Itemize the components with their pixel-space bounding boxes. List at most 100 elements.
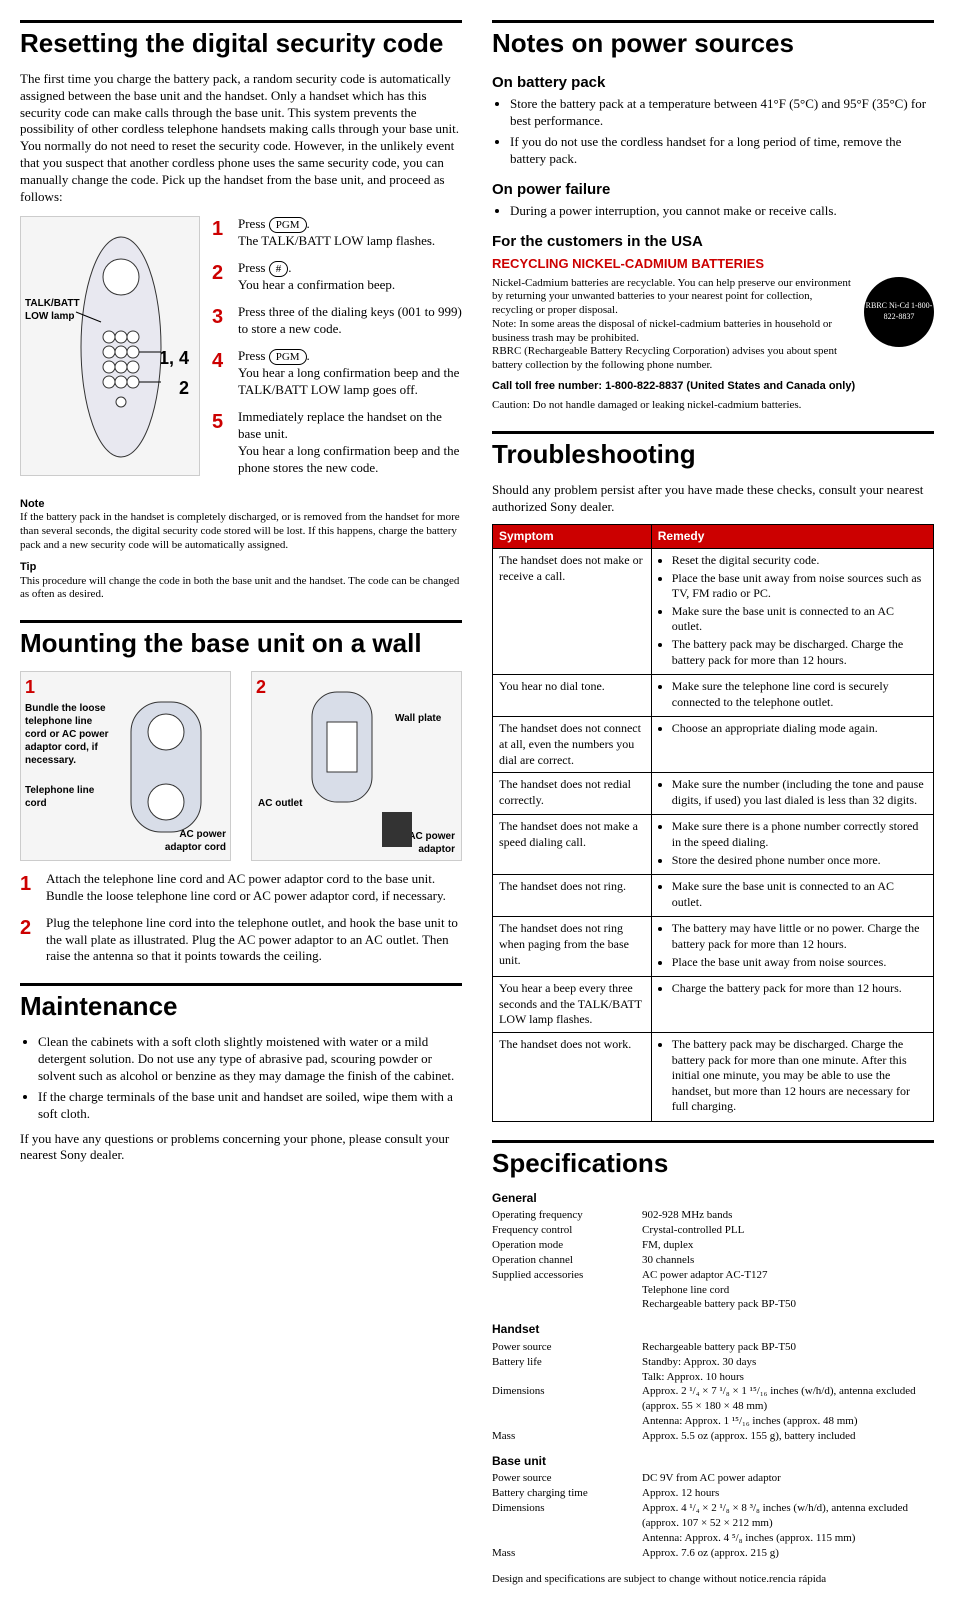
spec-value: Standby: Approx. 30 days <box>642 1355 934 1370</box>
list-item: During a power interruption, you cannot … <box>510 203 934 220</box>
remedy-cell: Make sure the base unit is connected to … <box>651 875 933 917</box>
spec-label: Supplied accessories <box>492 1268 642 1283</box>
list-item: Clean the cabinets with a soft cloth sli… <box>38 1034 462 1085</box>
spec-label: Dimensions <box>492 1384 642 1399</box>
spec-row: Talk: Approx. 10 hours <box>492 1370 934 1385</box>
step-num: 2 <box>212 260 230 294</box>
remedy-cell: Choose an appropriate dialing mode again… <box>651 717 933 773</box>
spec-base: Power sourceDC 9V from AC power adaptorB… <box>492 1471 934 1560</box>
spec-label: Dimensions <box>492 1501 642 1516</box>
left-column: Resetting the digital security code The … <box>20 20 462 1595</box>
spec-label: Operating frequency <box>492 1208 642 1223</box>
remedy-item: Make sure the base unit is connected to … <box>672 604 927 635</box>
remedy-item: Charge the battery pack for more than 12… <box>672 981 927 997</box>
spec-row: Battery charging timeApprox. 12 hours <box>492 1486 934 1501</box>
step-item: 5Immediately replace the handset on the … <box>212 409 462 477</box>
spec-row: Supplied accessoriesAC power adaptor AC-… <box>492 1268 934 1283</box>
heading-spec: Specifications <box>492 1140 934 1181</box>
step-text: Press PGM.The TALK/BATT LOW lamp flashes… <box>238 216 462 250</box>
maint-para: If you have any questions or problems co… <box>20 1131 462 1165</box>
symptom-cell: The handset does not work. <box>493 1032 652 1121</box>
spec-handset-head: Handset <box>492 1322 934 1338</box>
remedy-cell: Reset the digital security code.Place th… <box>651 549 933 675</box>
symptom-cell: The handset does not redial correctly. <box>493 773 652 815</box>
heading-mount: Mounting the base unit on a wall <box>20 620 462 661</box>
spec-row: Operation channel30 channels <box>492 1253 934 1268</box>
tip-body: This procedure will change the code in b… <box>20 575 462 603</box>
spec-handset: Power sourceRechargeable battery pack BP… <box>492 1340 934 1444</box>
spec-value: Telephone line cord <box>642 1283 934 1298</box>
spec-label: Mass <box>492 1429 642 1444</box>
spec-label: Battery life <box>492 1355 642 1370</box>
recycle-caution: Caution: Do not handle damaged or leakin… <box>492 399 934 413</box>
spec-row: Telephone line cord <box>492 1283 934 1298</box>
spec-label: Operation mode <box>492 1238 642 1253</box>
right-column: Notes on power sources On battery pack S… <box>492 20 934 1595</box>
table-row: You hear a beep every three seconds and … <box>493 977 934 1033</box>
list-item: Store the battery pack at a temperature … <box>510 96 934 130</box>
spec-base-head: Base unit <box>492 1454 934 1470</box>
spec-row: MassApprox. 5.5 oz (approx. 155 g), batt… <box>492 1429 934 1444</box>
spec-value: 30 channels <box>642 1253 934 1268</box>
spec-label <box>492 1516 642 1531</box>
spec-value: FM, duplex <box>642 1238 934 1253</box>
h2-batt: On battery pack <box>492 73 934 93</box>
spec-label: Frequency control <box>492 1223 642 1238</box>
spec-row: Battery lifeStandby: Approx. 30 days <box>492 1355 934 1370</box>
remedy-item: Store the desired phone number once more… <box>672 853 927 869</box>
spec-label: Power source <box>492 1340 642 1355</box>
spec-value: Rechargeable battery pack BP-T50 <box>642 1340 934 1355</box>
step-item: 3Press three of the dialing keys (001 to… <box>212 304 462 338</box>
symptom-cell: The handset does not make or receive a c… <box>493 549 652 675</box>
step-text: Press three of the dialing keys (001 to … <box>238 304 462 338</box>
spec-footer: Design and specifications are subject to… <box>492 1572 934 1586</box>
batt-list: Store the battery pack at a temperature … <box>510 96 934 168</box>
reset-steps-block: TALK/BATT LOW lamp 1, 4 2 1Press PGM.The… <box>20 216 462 487</box>
h3-recycle: RECYCLING NICKEL-CADMIUM BATTERIES <box>492 256 934 273</box>
mount-step: 2Plug the telephone line cord into the t… <box>20 915 462 966</box>
spec-value: Approx. 5.5 oz (approx. 155 g), battery … <box>642 1429 934 1444</box>
step-text: Press #.You hear a confirmation beep. <box>238 260 462 294</box>
spec-row: (approx. 107 × 52 × 212 mm) <box>492 1516 934 1531</box>
spec-value: Antenna: Approx. 4 ⁵/₈ inches (approx. 1… <box>642 1531 934 1546</box>
note-head: Note <box>20 497 462 511</box>
spec-label: Operation channel <box>492 1253 642 1268</box>
heading-notes: Notes on power sources <box>492 20 934 61</box>
spec-row: (approx. 55 × 180 × 48 mm) <box>492 1399 934 1414</box>
remedy-cell: The battery pack may be discharged. Char… <box>651 1032 933 1121</box>
table-row: You hear no dial tone.Make sure the tele… <box>493 675 934 717</box>
remedy-item: Make sure the telephone line cord is sec… <box>672 679 927 710</box>
heading-trouble: Troubleshooting <box>492 431 934 472</box>
spec-value: Approx. 12 hours <box>642 1486 934 1501</box>
recycle-row: Nickel-Cadmium batteries are recyclable.… <box>492 277 934 373</box>
mount-steps-list: 1Attach the telephone line cord and AC p… <box>20 871 462 965</box>
spec-value: DC 9V from AC power adaptor <box>642 1471 934 1486</box>
spec-row: Power sourceDC 9V from AC power adaptor <box>492 1471 934 1486</box>
handset-diagram: TALK/BATT LOW lamp 1, 4 2 <box>20 216 200 476</box>
spec-label: Battery charging time <box>492 1486 642 1501</box>
spec-label <box>492 1414 642 1429</box>
remedy-item: Make sure the base unit is connected to … <box>672 879 927 910</box>
recycle-text: Nickel-Cadmium batteries are recyclable.… <box>492 277 854 373</box>
remedy-item: Place the base unit away from noise sour… <box>672 955 927 971</box>
trouble-table: Symptom Remedy The handset does not make… <box>492 524 934 1122</box>
step-item: 1Press PGM.The TALK/BATT LOW lamp flashe… <box>212 216 462 250</box>
table-row: The handset does not work.The battery pa… <box>493 1032 934 1121</box>
remedy-item: Make sure the number (including the tone… <box>672 777 927 808</box>
tip-head: Tip <box>20 560 462 574</box>
spec-row: Operation modeFM, duplex <box>492 1238 934 1253</box>
spec-row: MassApprox. 7.6 oz (approx. 215 g) <box>492 1546 934 1561</box>
maint-list: Clean the cabinets with a soft cloth sli… <box>38 1034 462 1122</box>
spec-value: Approx. 7.6 oz (approx. 215 g) <box>642 1546 934 1561</box>
spec-row: Operating frequency902-928 MHz bands <box>492 1208 934 1223</box>
note-body: If the battery pack in the handset is co… <box>20 511 462 552</box>
symptom-cell: The handset does not ring when paging fr… <box>493 917 652 977</box>
spec-label: Power source <box>492 1471 642 1486</box>
remedy-cell: Charge the battery pack for more than 12… <box>651 977 933 1033</box>
trouble-intro: Should any problem persist after you hav… <box>492 482 934 516</box>
step-item: 4Press PGM.You hear a long confirmation … <box>212 348 462 399</box>
table-row: The handset does not make or receive a c… <box>493 549 934 675</box>
table-row: The handset does not ring.Make sure the … <box>493 875 934 917</box>
spec-row: Rechargeable battery pack BP-T50 <box>492 1297 934 1312</box>
remedy-item: Place the base unit away from noise sour… <box>672 571 927 602</box>
